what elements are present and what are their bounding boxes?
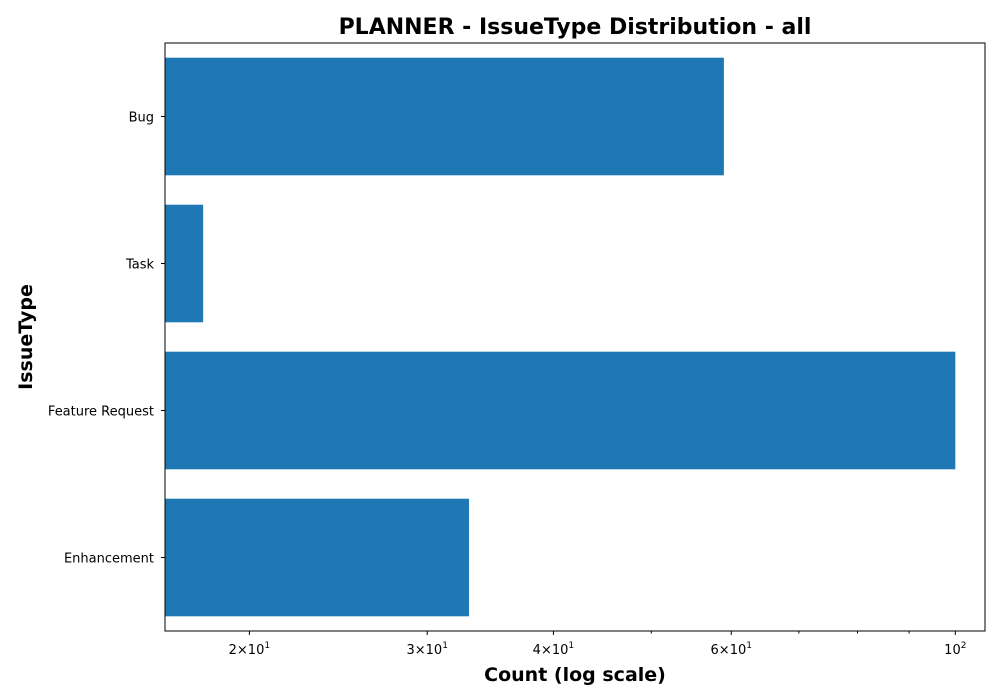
bar-enhancement (165, 498, 470, 617)
y-tick-label: Task (125, 258, 155, 273)
bar-bug (165, 57, 724, 176)
y-tick-label: Feature Request (48, 405, 154, 420)
y-axis-label: IssueType (15, 284, 37, 390)
bars-layer (165, 57, 956, 617)
x-axis-label: Count (log scale) (484, 664, 666, 686)
chart-title: PLANNER - IssueType Distribution - all (339, 15, 812, 40)
x-tick-label: 2×101 (229, 641, 270, 658)
bar-task (165, 204, 204, 323)
x-tick-label: 6×101 (711, 641, 752, 658)
bar-feature-request (165, 351, 956, 470)
x-tick-label: 3×101 (407, 641, 448, 658)
x-tick-label: 102 (944, 641, 966, 658)
plot-area-frame (164, 42, 986, 632)
x-axis: 2×101 3×101 4×101 6×101 102 (229, 631, 966, 658)
y-axis: Bug Task Feature Request Enhancement (48, 111, 165, 567)
x-tick-label: 4×101 (533, 641, 574, 658)
y-tick-label: Bug (129, 111, 154, 126)
y-tick-label: Enhancement (64, 552, 154, 567)
